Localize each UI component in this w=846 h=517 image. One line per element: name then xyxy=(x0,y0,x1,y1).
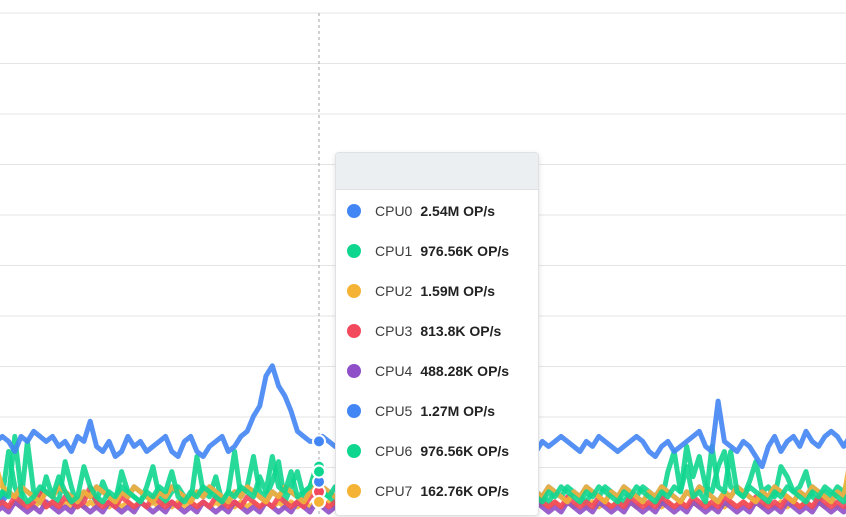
tooltip-row-cpu4: CPU4 488.28K OP/s xyxy=(336,351,538,391)
series-value: 976.56K OP/s xyxy=(420,243,510,259)
tooltip-row-cpu5: CPU5 1.27M OP/s xyxy=(336,391,538,431)
series-value: 488.28K OP/s xyxy=(420,363,510,379)
tooltip-row-cpu6: CPU6 976.56K OP/s xyxy=(336,431,538,471)
series-color-dot-icon xyxy=(347,324,361,338)
series-name: CPU6 xyxy=(375,443,413,459)
tooltip-header xyxy=(336,153,538,190)
series-color-dot-icon xyxy=(347,404,361,418)
hover-point-cpu6 xyxy=(312,464,326,479)
series-name: CPU0 xyxy=(375,203,413,219)
hover-tooltip: CPU0 2.54M OP/s CPU1 976.56K OP/s CPU2 1… xyxy=(335,152,539,516)
series-value: 976.56K OP/s xyxy=(420,443,510,459)
series-name: CPU7 xyxy=(375,483,413,499)
series-value: 2.54M OP/s xyxy=(420,203,496,219)
series-color-dot-icon xyxy=(347,444,361,458)
hover-point-cpu7 xyxy=(312,494,326,509)
crosshair xyxy=(312,13,326,517)
series-color-dot-icon xyxy=(347,244,361,258)
series-color-dot-icon xyxy=(347,204,361,218)
series-name: CPU3 xyxy=(375,323,413,339)
series-color-dot-icon xyxy=(347,484,361,498)
series-name: CPU2 xyxy=(375,283,413,299)
tooltip-row-cpu7: CPU7 162.76K OP/s xyxy=(336,471,538,511)
series-value: 1.59M OP/s xyxy=(420,283,496,299)
tooltip-row-cpu0: CPU0 2.54M OP/s xyxy=(336,191,538,231)
series-value: 162.76K OP/s xyxy=(420,483,510,499)
series-value: 1.27M OP/s xyxy=(420,403,496,419)
series-value: 813.8K OP/s xyxy=(420,323,502,339)
tooltip-row-cpu2: CPU2 1.59M OP/s xyxy=(336,271,538,311)
tooltip-list: CPU0 2.54M OP/s CPU1 976.56K OP/s CPU2 1… xyxy=(336,190,538,511)
series-name: CPU1 xyxy=(375,243,413,259)
series-color-dot-icon xyxy=(347,284,361,298)
hover-point-cpu0 xyxy=(312,434,326,449)
series-name: CPU4 xyxy=(375,363,413,379)
series-name: CPU5 xyxy=(375,403,413,419)
tooltip-row-cpu3: CPU3 813.8K OP/s xyxy=(336,311,538,351)
tooltip-row-cpu1: CPU1 976.56K OP/s xyxy=(336,231,538,271)
series-color-dot-icon xyxy=(347,364,361,378)
